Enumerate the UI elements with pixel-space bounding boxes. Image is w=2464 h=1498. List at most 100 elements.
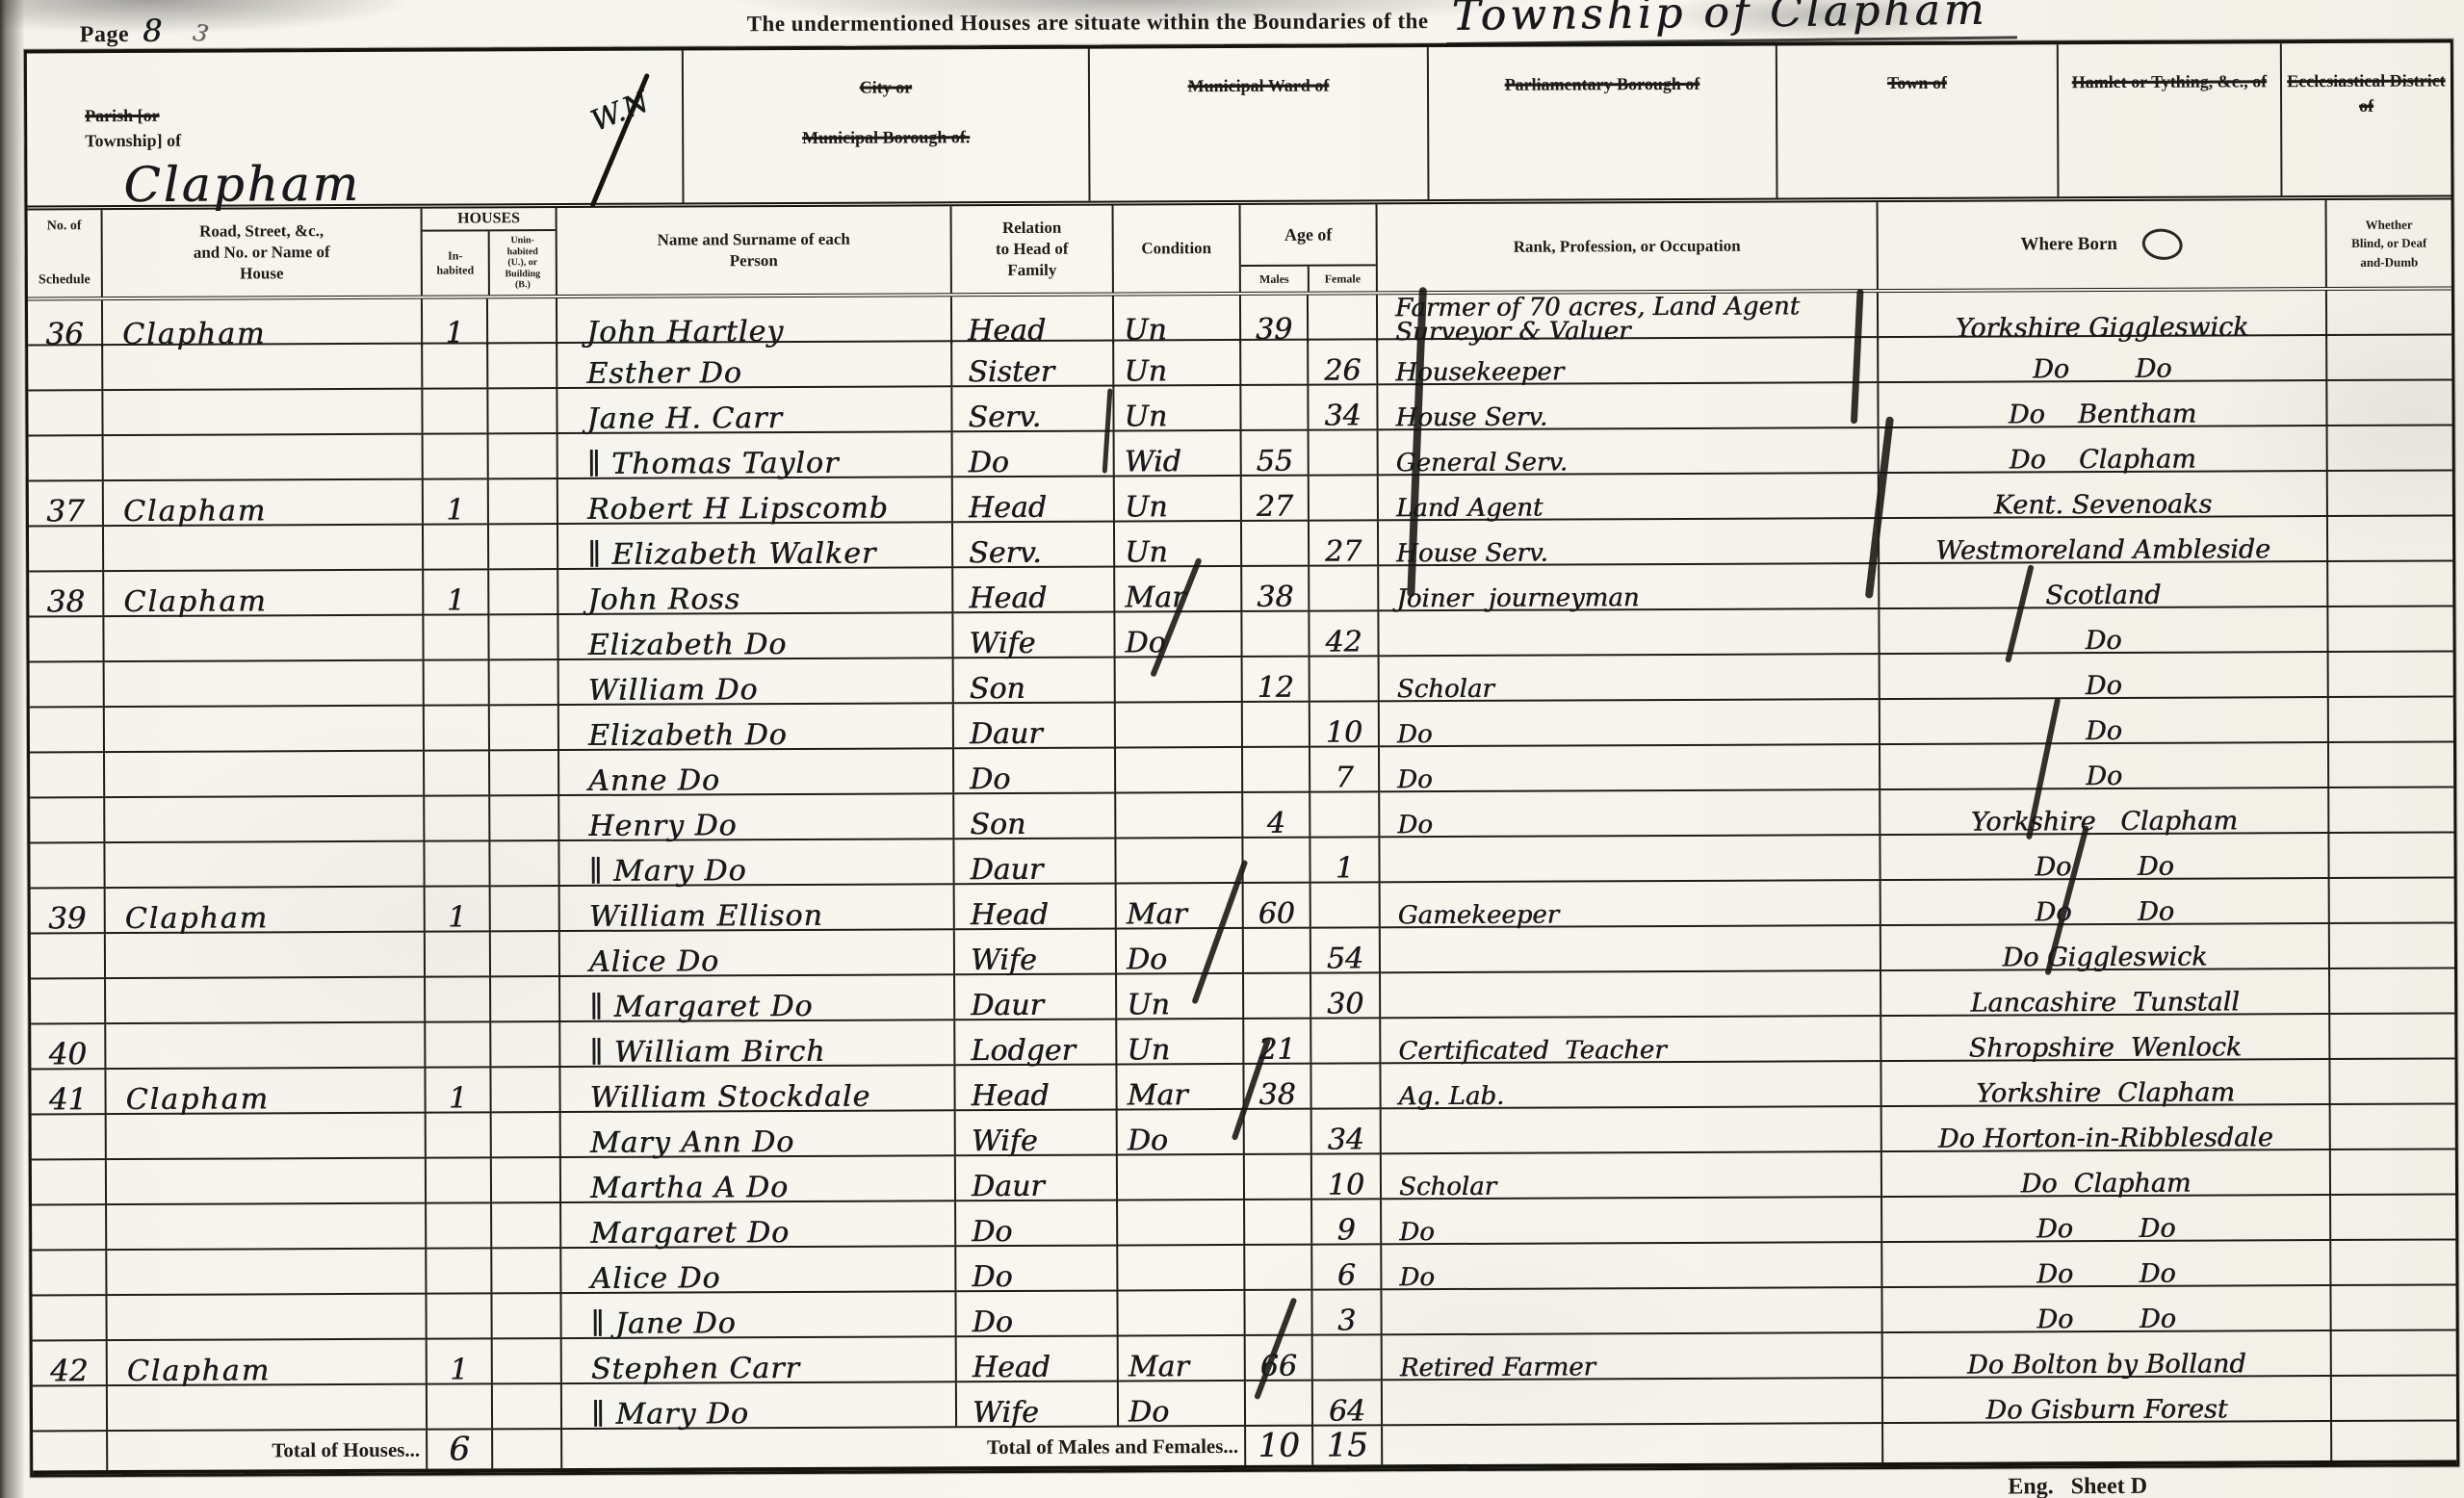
cell-condition: Un xyxy=(1117,1019,1245,1067)
cell-name: William Do xyxy=(558,659,954,708)
cell-occupation xyxy=(1379,609,1880,656)
cell-relation: Head xyxy=(952,477,1115,525)
cell-infirmity xyxy=(2331,1240,2455,1284)
cell-infirmity xyxy=(2328,471,2452,515)
cell-road: Clapham xyxy=(104,570,425,619)
district-box-town: Town of xyxy=(1777,44,2060,198)
cell-inhabited: 1 xyxy=(424,570,490,618)
cell-inhabited xyxy=(427,1203,493,1248)
total-houses-value: 6 xyxy=(449,1430,471,1469)
cell-road xyxy=(106,1022,427,1069)
cell-relation: Head xyxy=(951,296,1115,349)
district-box-municipal-ward: Municipal Ward of xyxy=(1089,47,1430,201)
parish-label-struck: Parish [or xyxy=(85,105,160,126)
total-males-females-label: Total of Males and Females... xyxy=(986,1433,1239,1459)
cell-condition: Do xyxy=(1116,928,1245,976)
cell-name: ∥ Margaret Do xyxy=(560,975,956,1024)
cell-infirmity xyxy=(2329,833,2453,877)
header-name: Name and Surname of each Person xyxy=(557,206,952,296)
cell-inhabited xyxy=(425,841,491,886)
cell-relation: Serv. xyxy=(952,386,1115,434)
cell-schedule: 40 xyxy=(31,1024,107,1072)
cell-schedule xyxy=(31,1115,107,1159)
cell-where-born: Do xyxy=(1880,607,2329,656)
cell-name: Esther Do xyxy=(558,342,953,391)
cell-age-female xyxy=(1310,883,1381,927)
cell-where-born: Do Do xyxy=(1882,1241,2332,1289)
cell-name: Henry Do xyxy=(559,794,955,843)
cell-inhabited: 1 xyxy=(423,479,489,528)
cell-relation: Wife xyxy=(954,929,1118,977)
cell-occupation: Scholar xyxy=(1379,655,1880,705)
header-relation: Relation to Head of Family xyxy=(951,205,1114,294)
district-boxes-row: Parish [or Township] of Clapham W.N City… xyxy=(26,42,2451,213)
cell-infirmity xyxy=(2327,290,2451,338)
cell-uninhabited xyxy=(490,887,560,931)
cell-name: ∥ Jane Do xyxy=(561,1292,957,1341)
cell-condition xyxy=(1116,792,1244,838)
cell-name: ∥ Mary Do xyxy=(559,839,955,889)
cell-inhabited xyxy=(424,660,490,705)
cell-inhabited xyxy=(427,1249,493,1293)
cell-relation: Head xyxy=(953,567,1116,615)
cell-road xyxy=(103,525,425,571)
cell-occupation: Scholar xyxy=(1381,1152,1883,1202)
cell-road xyxy=(106,977,427,1023)
cell-schedule: 41 xyxy=(31,1070,107,1117)
cell-relation: Serv. xyxy=(952,522,1116,570)
cell-road xyxy=(105,932,427,978)
header-where-born-label: Where Born xyxy=(2020,233,2117,255)
cell-where-born: Yorkshire Clapham xyxy=(1880,788,2330,838)
cell-occupation: Land Agent xyxy=(1378,474,1880,524)
cell-occupation xyxy=(1381,971,1882,1018)
cell-road: Clapham xyxy=(106,1068,427,1117)
cell-relation: Do xyxy=(956,1201,1119,1249)
cell-road xyxy=(107,1203,428,1250)
cell-uninhabited xyxy=(490,932,561,976)
cell-age-female: 42 xyxy=(1310,611,1380,659)
cell-where-born: Shropshire Wenlock xyxy=(1881,1015,2331,1064)
cell-where-born: Do Bentham xyxy=(1879,381,2328,429)
cell-where-born: Do xyxy=(1880,653,2329,701)
cell-age-female: 1 xyxy=(1310,838,1381,886)
cell-occupation: House Serv. xyxy=(1378,519,1880,569)
cell-age-female xyxy=(1310,566,1380,610)
cell-inhabited xyxy=(425,932,492,976)
cell-name: Elizabeth Do xyxy=(558,704,954,753)
district-box-ecclesiastical: Ecclesiastical District of xyxy=(2282,42,2451,195)
header-infirmity: Whether Blind, or Deaf and-Dumb xyxy=(2351,217,2427,270)
census-form: Parish [or Township] of Clapham W.N City… xyxy=(23,39,2460,1478)
cell-uninhabited xyxy=(492,1339,562,1383)
cell-uninhabited xyxy=(489,570,559,614)
cell-road xyxy=(107,1249,428,1295)
cell-age-female: 3 xyxy=(1312,1290,1383,1338)
cell-schedule xyxy=(32,1296,108,1340)
cell-condition: Un xyxy=(1114,476,1242,524)
cell-occupation xyxy=(1382,1379,1884,1425)
cell-infirmity xyxy=(2329,652,2453,696)
cell-inhabited xyxy=(427,1384,494,1429)
cell-name: ∥ William Birch xyxy=(560,1020,956,1070)
cell-road xyxy=(105,751,426,797)
cell-occupation xyxy=(1381,1107,1882,1153)
cell-where-born: Do Do xyxy=(1880,879,2330,927)
total-houses-label: Total of Houses... xyxy=(272,1437,421,1461)
header-condition: Condition xyxy=(1113,204,1241,293)
cell-age-male xyxy=(1245,1245,1313,1289)
cell-age-female xyxy=(1309,430,1379,475)
cell-inhabited xyxy=(424,615,490,659)
cell-condition: Do xyxy=(1118,1381,1247,1429)
cell-infirmity xyxy=(2331,1195,2455,1239)
cell-where-born: Do Bolton by Bolland xyxy=(1882,1331,2332,1381)
cell-where-born: Do Do xyxy=(1880,834,2330,882)
cell-road xyxy=(106,1113,427,1159)
cell-occupation: Do xyxy=(1382,1198,1883,1248)
cell-schedule: 36 xyxy=(27,300,104,352)
cell-inhabited: 1 xyxy=(422,298,489,350)
cell-relation: Do xyxy=(956,1246,1119,1294)
cell-relation: Do xyxy=(952,431,1115,479)
cell-name: Elizabeth Do xyxy=(558,613,954,662)
cell-schedule xyxy=(30,843,106,888)
cell-condition xyxy=(1118,1245,1246,1290)
cell-inhabited xyxy=(425,751,491,795)
